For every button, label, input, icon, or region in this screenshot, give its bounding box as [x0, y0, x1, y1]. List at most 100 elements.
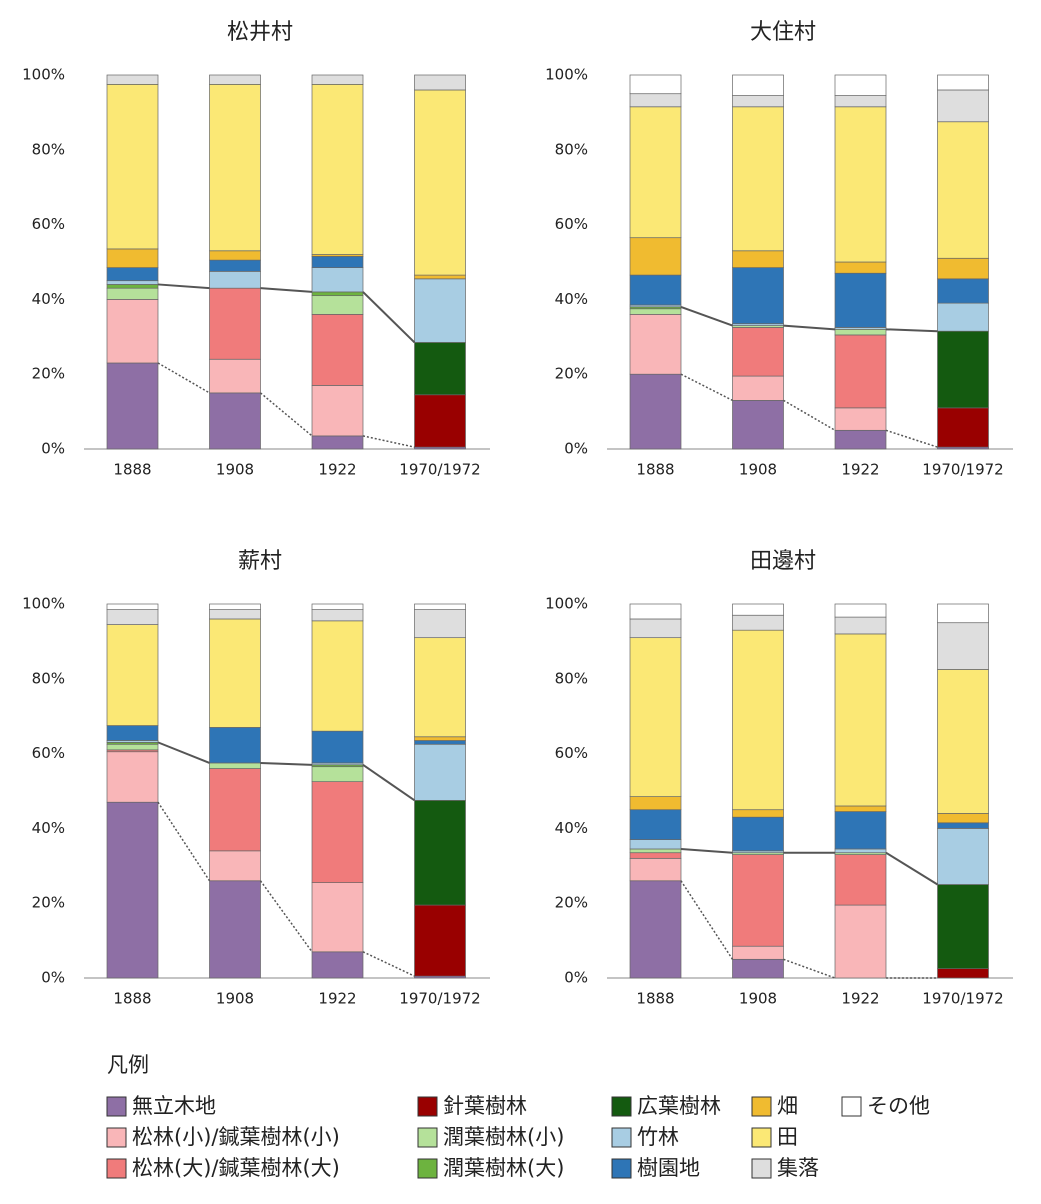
legend-label: 潤葉樹林(大)	[443, 1156, 564, 1180]
y-tick-label: 40%	[32, 819, 65, 837]
x-tick-label: 1970/1972	[922, 461, 1003, 479]
legend-swatch	[611, 1127, 632, 1148]
bar-segment	[732, 614, 784, 631]
bar-segment	[937, 257, 989, 280]
bar-segment	[414, 740, 466, 745]
legend-label: 畑	[777, 1094, 798, 1118]
bar-segment	[834, 407, 887, 431]
bar-segment	[209, 603, 261, 610]
x-tick-label: 1970/1972	[922, 990, 1003, 1008]
x-tick-label: 1922	[841, 461, 879, 479]
y-tick-label: 80%	[555, 140, 588, 158]
bar-segment	[311, 951, 364, 979]
x-tick-label: 1970/1972	[399, 990, 480, 1008]
y-tick-label: 40%	[32, 290, 65, 308]
bar-segment	[209, 271, 261, 289]
bar-segment	[414, 736, 466, 741]
bare-land-trend-line	[680, 880, 734, 960]
legend-label: 集落	[777, 1156, 819, 1180]
bar-segment	[106, 609, 159, 625]
bar-segment	[311, 882, 364, 953]
legend-label: その他	[867, 1094, 930, 1118]
bar-segment	[629, 74, 682, 95]
bare-land-trend-line	[362, 435, 415, 448]
legend-label: 田	[777, 1125, 798, 1149]
bar-segment	[106, 362, 159, 450]
bar-segment	[106, 743, 159, 751]
legend-label: 広葉樹林	[637, 1094, 721, 1118]
chart-title: 田邊村	[750, 549, 816, 574]
bar-segment	[311, 314, 364, 386]
legend-swatch	[841, 1096, 862, 1117]
y-tick-label: 100%	[22, 595, 65, 613]
x-tick-label: 1888	[636, 990, 674, 1008]
bare-land-trend-line	[783, 399, 836, 431]
bar-segment	[937, 302, 989, 332]
bar-segment	[834, 805, 887, 812]
bar-segment	[629, 796, 682, 811]
legend-swatch	[106, 1127, 127, 1148]
bar-segment	[732, 327, 784, 377]
legend-swatch	[611, 1096, 632, 1117]
bar-segment	[629, 93, 682, 108]
y-tick-label: 100%	[545, 595, 588, 613]
x-tick-label: 1922	[318, 990, 356, 1008]
legend-label: 竹林	[637, 1125, 679, 1149]
legend-label: 樹園地	[637, 1156, 700, 1180]
bar-segment	[311, 603, 364, 610]
bar-segment	[937, 330, 989, 409]
y-tick-label: 100%	[22, 66, 65, 84]
bar-segment	[937, 822, 989, 829]
bare-land-trend-line	[157, 362, 210, 394]
y-tick-label: 60%	[32, 744, 65, 762]
bar-segment	[937, 669, 989, 814]
forest-trend-line	[157, 283, 210, 290]
bar-segment	[629, 373, 682, 450]
bar-segment	[106, 624, 159, 726]
bare-land-trend-line	[783, 958, 836, 979]
bar-segment	[732, 629, 784, 811]
bar-segment	[414, 743, 466, 801]
bar-segment	[106, 74, 159, 85]
bar-segment	[106, 603, 159, 610]
bar-segment	[937, 278, 989, 304]
legend-swatch	[751, 1096, 772, 1117]
x-tick-label: 1888	[113, 990, 151, 1008]
bar-segment	[834, 334, 887, 409]
bar-segment	[209, 609, 261, 620]
bar-segment	[414, 799, 466, 906]
bar-segment	[311, 256, 364, 268]
bar-segment	[732, 854, 784, 947]
bare-land-trend-line	[885, 429, 938, 448]
bar-segment	[937, 74, 989, 91]
legend-label: 松林(小)/鍼葉樹林(小)	[132, 1125, 340, 1149]
legend-swatch	[106, 1158, 127, 1179]
bar-segment	[311, 267, 364, 293]
bar-segment	[732, 267, 784, 325]
bar-segment	[937, 813, 989, 824]
legend-label: 松林(大)/鍼葉樹林(大)	[132, 1156, 340, 1180]
bar-segment	[311, 295, 364, 315]
bar-segment	[209, 287, 261, 360]
bar-segment	[732, 400, 784, 450]
bar-segment	[106, 83, 159, 250]
x-tick-label: 1908	[216, 990, 254, 1008]
bar-segment	[732, 945, 784, 960]
x-tick-label: 1908	[739, 461, 777, 479]
x-tick-label: 1922	[318, 461, 356, 479]
bar-segment	[629, 857, 682, 882]
bar-segment	[629, 603, 682, 620]
bar-segment	[209, 762, 261, 769]
bar-segment	[414, 609, 466, 639]
bar-segment	[311, 781, 364, 883]
bar-segment	[311, 291, 364, 297]
bar-segment	[834, 429, 887, 450]
y-tick-label: 80%	[555, 669, 588, 687]
bar-segment	[414, 74, 466, 91]
bar-segment	[937, 603, 989, 624]
forest-trend-line	[157, 741, 210, 764]
forest-trend-line	[783, 324, 836, 331]
legend-label: 潤葉樹林(小)	[443, 1125, 564, 1149]
bar-segment	[732, 106, 784, 252]
bar-segment	[834, 904, 887, 979]
